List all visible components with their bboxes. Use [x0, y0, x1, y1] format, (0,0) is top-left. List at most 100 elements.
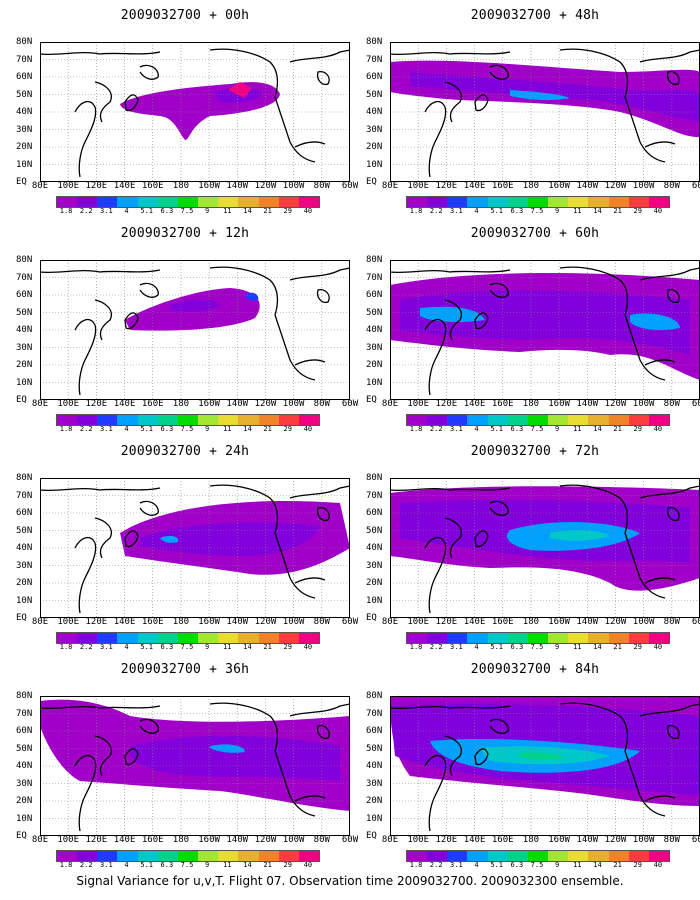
lat-tick-label: 60N — [16, 508, 33, 518]
lat-tick-label: 40N — [366, 107, 383, 117]
lon-tick-label: 120W — [254, 835, 277, 845]
variance-field-3 — [630, 313, 680, 330]
coastline — [294, 359, 326, 366]
variance-field-2 — [210, 744, 245, 753]
coastline — [639, 485, 700, 499]
lon-tick-label: 80E — [31, 835, 49, 845]
lat-tick-label: EQ — [16, 831, 27, 841]
colorbar-swatch — [77, 851, 98, 861]
coastline — [666, 289, 680, 304]
colorbar-swatch — [467, 851, 488, 861]
colorbar-swatch — [157, 633, 178, 643]
coastline — [94, 81, 112, 123]
lon-tick-label: 60W — [341, 617, 359, 627]
panel-title: 2009032700 + 36h — [120, 662, 250, 677]
colorbar-swatch — [427, 851, 448, 861]
colorbar-swatch — [57, 415, 78, 425]
coastline — [444, 81, 462, 123]
coastline — [639, 267, 700, 281]
lat-tick-label: 50N — [16, 525, 33, 536]
colorbar-swatch — [527, 415, 549, 425]
coastline — [124, 312, 139, 330]
colorbar-level: 40 — [653, 643, 663, 651]
lon-tick-label: 180 — [522, 181, 540, 191]
colorbar-level: 6.3 — [160, 861, 174, 869]
lat-tick-label: 40N — [366, 543, 383, 553]
colorbar-swatch — [137, 851, 158, 861]
colorbar-level: 6.3 — [510, 643, 524, 651]
colorbar-labels: 1.8 2.2 3.1 4 5.1 6.3 7.5 9 11 14 21 29 40 — [406, 862, 668, 870]
lon-tick-label: 120E — [85, 181, 108, 191]
lat-tick-label: 80N — [366, 691, 383, 701]
lon-tick-label: 180 — [172, 181, 190, 191]
lat-tick-label: 60N — [366, 508, 383, 518]
forecast-panel-24h: 2009032700 + 24h 80N 70N 60N 50N 40N 30N 20N 10N… — [16, 436, 358, 651]
colorbar-swatch — [238, 197, 259, 207]
lat-tick-label: EQ — [366, 613, 377, 623]
colorbar-level: 5.1 — [490, 643, 504, 651]
coastline — [316, 71, 330, 86]
lat-tick-label: 20N — [366, 360, 383, 370]
lon-tick-label: 60W — [691, 399, 700, 409]
colorbar-swatch — [568, 415, 589, 425]
colorbar — [406, 196, 670, 208]
colorbar-swatch — [117, 415, 138, 425]
coastline — [209, 702, 316, 817]
colorbar-level: 6.3 — [160, 207, 174, 215]
colorbar-level: 4 — [124, 207, 129, 215]
coastline — [644, 359, 676, 366]
lon-tick-label: 100W — [632, 835, 655, 845]
coastline — [559, 48, 666, 163]
colorbar-swatch — [137, 197, 158, 207]
coastline — [94, 299, 112, 341]
coastline — [289, 703, 350, 717]
lon-tick-label: 100E — [57, 399, 80, 409]
lon-tick-label: 80W — [313, 181, 330, 191]
colorbar-swatch — [298, 197, 320, 207]
map-plot — [40, 260, 350, 400]
colorbar-swatch — [588, 197, 609, 207]
colorbar-level: 40 — [303, 425, 313, 433]
colorbar-swatch — [218, 633, 239, 643]
colorbar-level: 21 — [613, 207, 622, 215]
lon-tick-label: 160E — [141, 181, 164, 191]
variance-field-1 — [400, 290, 690, 355]
map-plot — [40, 42, 350, 182]
colorbar-swatch — [218, 415, 239, 425]
colorbar-level: 40 — [653, 861, 663, 869]
lat-tick-label: 80N — [366, 255, 383, 265]
colorbar-swatch — [568, 851, 589, 861]
colorbar-swatch — [198, 415, 219, 425]
coastline — [124, 748, 139, 766]
lat-tick-label: 80N — [16, 691, 33, 701]
variance-field-3 — [550, 530, 610, 541]
coastline — [559, 484, 666, 599]
colorbar-swatch — [407, 415, 428, 425]
lat-tick-label: 20N — [366, 578, 383, 588]
lon-tick-label: 140W — [226, 617, 249, 627]
colorbar-swatch — [527, 851, 549, 861]
lon-tick-label: 160W — [198, 835, 220, 845]
lon-tick-label: 140E — [463, 835, 486, 845]
colorbar-level: 5.1 — [490, 861, 504, 869]
lon-tick-label: 100W — [282, 617, 305, 627]
coastline — [289, 267, 350, 281]
coastline — [139, 718, 159, 734]
colorbar-level: 4 — [474, 207, 479, 215]
colorbar-swatch — [57, 633, 78, 643]
lat-tick-label: 60N — [366, 726, 383, 736]
coastline — [390, 487, 511, 492]
lon-tick-label: 120W — [254, 399, 277, 409]
colorbar-level: 9 — [555, 425, 560, 433]
colorbar-level: 9 — [555, 207, 560, 215]
colorbar-swatch — [648, 197, 670, 207]
colorbar-level: 9 — [555, 643, 560, 651]
colorbar-level: 3.1 — [100, 425, 113, 433]
colorbar-level: 6.3 — [510, 207, 524, 215]
lon-tick-label: 140W — [226, 399, 249, 409]
colorbar-level: 9 — [205, 643, 210, 651]
panel-title: 2009032700 + 48h — [470, 8, 600, 23]
lat-tick-label: 30N — [16, 342, 33, 353]
colorbar-level: 3.1 — [100, 643, 113, 651]
lat-tick-label: 40N — [16, 107, 33, 117]
